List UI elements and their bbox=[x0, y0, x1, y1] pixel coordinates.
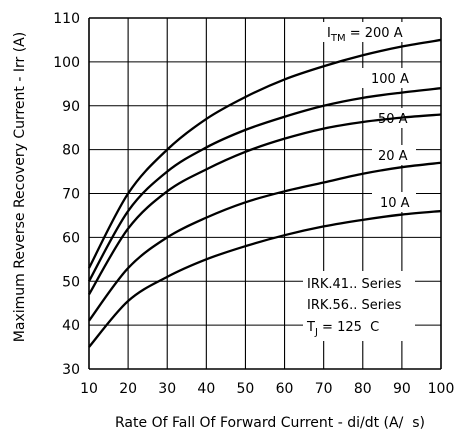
series-line bbox=[87, 38, 442, 269]
y-tick-label: 100 bbox=[53, 55, 80, 71]
label-bg bbox=[372, 192, 416, 212]
y-axis-label: Maximum Reverse Recovery Current - Irr (… bbox=[12, 32, 28, 342]
series-line bbox=[88, 161, 442, 322]
x-axis-label: Rate Of Fall Of Forward Current - di/dt … bbox=[115, 415, 425, 431]
y-tick-label: 40 bbox=[62, 318, 80, 334]
series-label: 50 A bbox=[378, 112, 408, 127]
curve-labels: ITM = 200 A 100 A 50 A 20 A 10 A IRK.41.. Ser… bbox=[306, 26, 410, 338]
series-label: 20 A bbox=[378, 149, 408, 164]
curves bbox=[87, 38, 442, 348]
label-bg bbox=[320, 22, 438, 42]
label-bg bbox=[362, 68, 410, 88]
y-tick-label: 50 bbox=[62, 274, 80, 290]
x-tick-label: 60 bbox=[276, 381, 294, 397]
series-note: IRK.56.. Series bbox=[307, 298, 402, 313]
y-tick-label: 80 bbox=[62, 143, 80, 159]
label-bg bbox=[303, 271, 415, 341]
series-label: 10 A bbox=[380, 196, 410, 211]
tick-labels: 10 20 30 40 50 60 70 80 90 100 30 40 50 60 70 80 90 100 11… bbox=[53, 11, 454, 397]
temperature-note-rest: = 125 C bbox=[318, 320, 379, 335]
series-label: ITM = 200 A bbox=[327, 26, 403, 44]
y-tick-label: 30 bbox=[62, 362, 80, 378]
y-tick-label: 60 bbox=[62, 230, 80, 246]
y-tick-label: 90 bbox=[62, 99, 80, 115]
x-tick-label: 90 bbox=[393, 381, 411, 397]
series-label-subscript: TM bbox=[330, 33, 346, 44]
x-tick-label: 80 bbox=[354, 381, 372, 397]
series-line bbox=[88, 113, 442, 295]
x-tick-label: 50 bbox=[237, 381, 255, 397]
x-tick-label: 30 bbox=[158, 381, 176, 397]
series-line bbox=[87, 87, 442, 282]
temperature-note-subscript: J bbox=[314, 327, 318, 338]
y-tick-label: 70 bbox=[62, 187, 80, 203]
series-line bbox=[88, 209, 442, 348]
temperature-note: TJ = 125 C bbox=[306, 320, 379, 338]
x-tick-label: 100 bbox=[428, 381, 455, 397]
y-tick-label: 110 bbox=[53, 11, 80, 27]
x-tick-label: 40 bbox=[197, 381, 215, 397]
series-label: 100 A bbox=[371, 72, 409, 87]
label-backgrounds bbox=[303, 22, 438, 341]
x-tick-label: 20 bbox=[119, 381, 137, 397]
label-bg bbox=[372, 145, 416, 165]
x-tick-label: 10 bbox=[80, 381, 98, 397]
series-label-rest: = 200 A bbox=[346, 26, 403, 41]
series-note: IRK.41.. Series bbox=[307, 277, 402, 292]
x-tick-label: 70 bbox=[315, 381, 333, 397]
grid bbox=[88, 17, 442, 370]
